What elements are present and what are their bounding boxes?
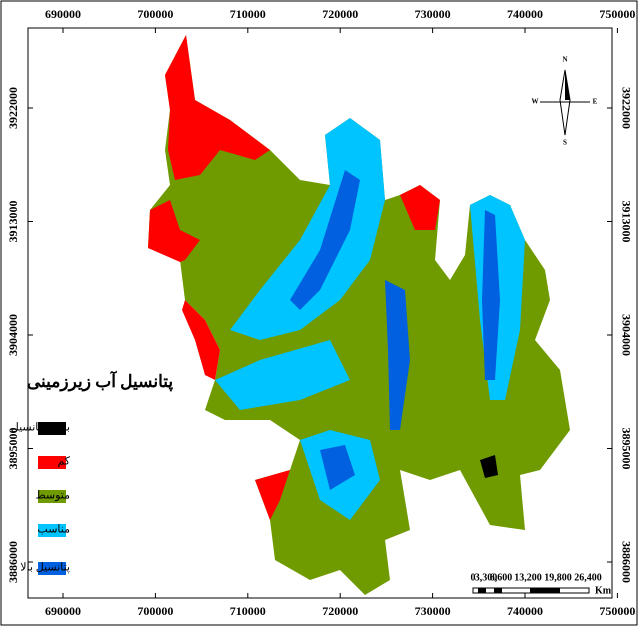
x-coordinate-label: 730000 [415,7,451,21]
x-coordinate-label: 690000 [45,604,81,618]
scale-bar [473,588,589,593]
scale-label: 6,600 [490,572,513,583]
legend-label: بدون پتانسیل [11,422,70,434]
y-coordinate-label: 3886000 [6,541,20,583]
west-label: W [532,98,539,106]
legend-label: کم [57,456,70,468]
y-coordinate-label: 3913000 [6,201,20,243]
x-coordinate-label: 750000 [599,604,635,618]
east-label: E [593,98,598,106]
y-coordinate-label: 3913000 [619,201,633,243]
scale-label: 13,200 [514,572,542,583]
legend-title: پتانسیل آب زیرزمینی [27,370,174,392]
x-coordinate-label: 710000 [230,604,266,618]
x-coordinate-label: 730000 [415,604,451,618]
legend-label: متوسط [35,490,70,502]
y-coordinate-label: 3886000 [619,541,633,583]
y-coordinate-label: 3895000 [619,428,633,470]
y-coordinate-label: 3922000 [619,87,633,129]
x-coordinate-label: 720000 [322,604,358,618]
y-coordinate-label: 3904000 [619,314,633,356]
y-coordinate-label: 3904000 [6,314,20,356]
x-coordinate-label: 720000 [322,7,358,21]
south-label: S [563,139,567,147]
scale-label: 26,400 [574,572,602,583]
x-coordinate-label: 740000 [507,604,543,618]
x-coordinate-label: 690000 [45,7,81,21]
x-coordinate-label: 700000 [137,604,173,618]
x-coordinate-label: 750000 [599,7,635,21]
legend-label: پتانسیل بالا [20,562,70,574]
y-coordinate-label: 3922000 [6,87,20,129]
scale-label: 19,800 [544,572,572,583]
y-coordinate-label: 3895000 [6,428,20,470]
scale-bar-segment [478,588,486,593]
scale-bar-segment [494,588,502,593]
scale-bar-segment [530,588,560,593]
scale-unit: Km [595,585,612,596]
x-coordinate-label: 710000 [230,7,266,21]
map-figure: پتانسیل آب زیرزمینی N E S W Km 690000 690… [0,0,638,626]
legend-label: مناسب [37,524,70,536]
x-coordinate-label: 700000 [137,7,173,21]
x-coordinate-label: 740000 [507,7,543,21]
north-label: N [562,56,567,64]
